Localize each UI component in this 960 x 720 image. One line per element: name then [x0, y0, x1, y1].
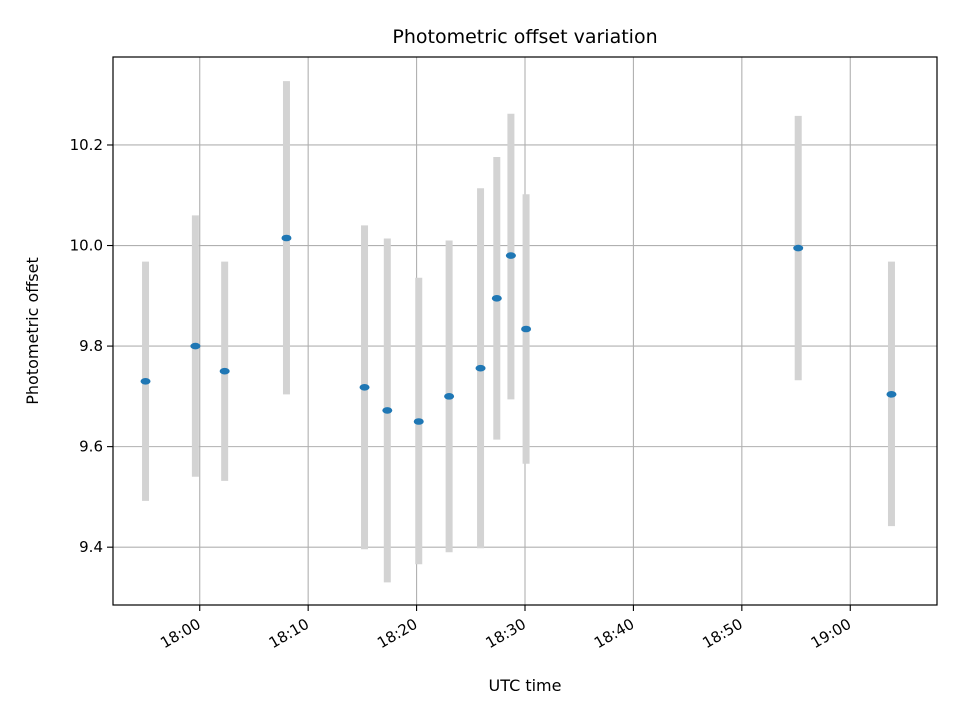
data-point — [140, 377, 151, 385]
data-point — [886, 391, 897, 398]
chart-title: Photometric offset variation — [392, 26, 657, 48]
data-point — [475, 364, 486, 372]
data-point — [281, 234, 292, 242]
y-tick-label: 9.6 — [79, 438, 103, 456]
data-point — [521, 325, 532, 333]
data-point — [413, 418, 424, 425]
data-point — [793, 244, 804, 252]
data-point — [505, 252, 516, 259]
y-axis-ticks: 9.4 9.6 9.8 10.0 10.2 — [70, 136, 113, 556]
y-tick-label: 9.8 — [79, 337, 103, 355]
data-point — [491, 295, 502, 302]
data-point — [382, 407, 393, 414]
y-tick-label: 9.4 — [79, 538, 103, 556]
data-point — [359, 384, 370, 391]
data-point — [444, 393, 455, 400]
data-point — [219, 367, 230, 375]
y-axis-label: Photometric offset — [23, 257, 42, 405]
x-axis-label: UTC time — [489, 676, 562, 695]
data-point — [190, 342, 201, 350]
y-tick-label: 10.2 — [70, 136, 103, 154]
data-markers — [140, 234, 897, 425]
y-tick-label: 10.0 — [70, 237, 103, 255]
